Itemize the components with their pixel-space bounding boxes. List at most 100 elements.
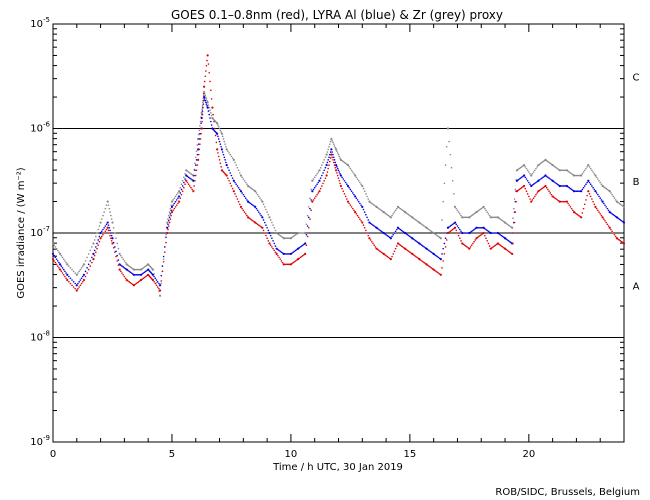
data-point-interp (434, 253, 436, 256)
data-point (151, 278, 155, 282)
data-point-interp (367, 219, 370, 221)
data-point-interp (371, 202, 373, 205)
data-point-interp (209, 109, 211, 112)
data-point-interp (391, 255, 393, 258)
data-point-interp (102, 233, 104, 236)
data-point (511, 226, 514, 229)
data-point (354, 174, 357, 177)
data-point-interp (196, 164, 199, 166)
data-point (304, 252, 307, 255)
data-point-interp (494, 244, 497, 246)
data-point (558, 184, 561, 188)
data-point-interp (602, 186, 605, 188)
data-point-interp (280, 251, 283, 253)
data-point-interp (212, 113, 214, 116)
data-point-interp (237, 186, 240, 189)
data-point-interp (380, 251, 383, 253)
data-point-interp (533, 182, 536, 185)
data-point-interp (58, 267, 60, 269)
data-point-interp (104, 207, 107, 210)
data-point (587, 179, 590, 182)
data-point-interp (338, 179, 341, 182)
data-point-interp (429, 266, 431, 268)
data-point-interp (206, 99, 208, 102)
data-point-interp (80, 277, 83, 280)
data-point-interp (284, 253, 286, 255)
data-point-interp (287, 253, 290, 255)
x-tick-label: 0 (50, 449, 56, 460)
data-point (461, 231, 464, 235)
data-point-interp (54, 246, 57, 248)
data-point-interp (538, 163, 541, 166)
data-point-interp (473, 240, 475, 243)
data-point-interp (443, 242, 446, 245)
data-point (325, 174, 328, 177)
data-point-interp (441, 219, 443, 221)
data-point-interp (378, 228, 380, 231)
data-point-interp (97, 228, 100, 231)
data-point-interp (538, 189, 541, 192)
data-point (453, 226, 457, 229)
y-tick-label: 10-6 (30, 121, 50, 135)
data-point-interp (284, 263, 286, 266)
data-point-interp (460, 214, 462, 217)
data-point-interp (129, 266, 132, 268)
data-point-interp (474, 239, 477, 241)
data-point (354, 195, 357, 198)
data-point-interp (339, 182, 341, 185)
data-point (82, 278, 86, 282)
data-point (572, 190, 576, 193)
data-point-interp (334, 161, 337, 164)
data-point-interp (116, 260, 119, 262)
data-point-interp (214, 134, 217, 137)
data-point-interp (202, 103, 205, 105)
data-point-interp (252, 204, 254, 206)
data-point-interp (385, 213, 387, 215)
data-point-interp (196, 144, 199, 146)
data-point-interp (227, 150, 229, 152)
data-point-interp (255, 207, 258, 210)
data-point-interp (614, 199, 617, 201)
data-point-interp (124, 261, 127, 264)
data-point-interp (387, 235, 390, 238)
data-point (82, 263, 86, 266)
data-point-interp (93, 239, 96, 241)
data-point-interp (583, 185, 586, 187)
data-point-interp (466, 232, 468, 234)
data-point (225, 163, 228, 167)
data-point-interp (470, 230, 473, 233)
data-point-interp (373, 204, 375, 206)
data-point-interp (561, 169, 563, 172)
data-point-interp (271, 221, 273, 224)
data-point-interp (456, 209, 459, 212)
data-point-interp (466, 216, 468, 219)
data-point-interp (170, 214, 172, 217)
data-point (522, 184, 526, 188)
data-point-interp (235, 183, 237, 186)
data-point-interp (533, 195, 536, 198)
data-point-interp (312, 199, 315, 201)
data-point-interp (589, 167, 592, 170)
data-point-interp (507, 224, 510, 226)
data-point-interp (237, 169, 240, 172)
data-point-interp (561, 200, 563, 203)
data-point-interp (272, 224, 274, 226)
data-point-interp (598, 195, 600, 198)
data-point-interp (110, 214, 112, 217)
flare-class-label: B (633, 177, 640, 188)
data-point (92, 242, 95, 245)
data-point-interp (455, 229, 458, 232)
data-point-interp (207, 104, 210, 106)
data-point (166, 221, 169, 224)
data-point-interp (84, 260, 87, 262)
data-point-interp (302, 244, 304, 246)
data-point-interp (292, 251, 295, 253)
data-point-interp (136, 274, 139, 276)
data-point-interp (280, 235, 283, 238)
data-point-interp (225, 145, 227, 148)
data-point (368, 237, 371, 240)
data-point (158, 289, 162, 292)
data-point-interp (236, 198, 239, 200)
data-point-interp (71, 284, 73, 287)
data-point-interp (346, 198, 348, 200)
